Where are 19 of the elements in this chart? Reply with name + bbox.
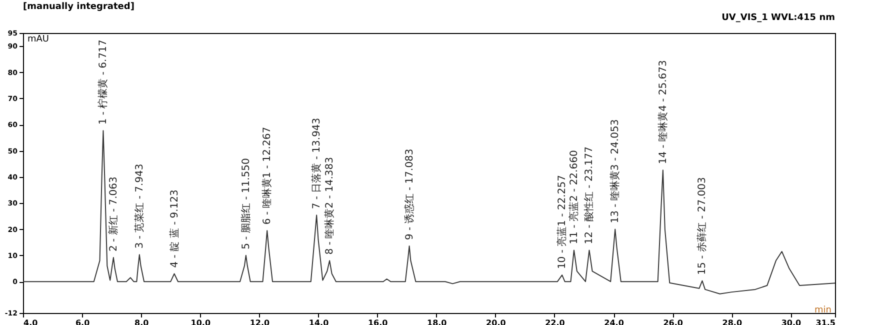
chart-title: [manually integrated]: [23, 2, 134, 12]
text: UV_VIS_1 WVL:415 nm: [722, 13, 835, 23]
annotation: 7 - 日落黄 - 13.943: [310, 118, 323, 210]
annotation: 13 - 喹啉黄3 - 24.053: [609, 119, 622, 224]
annotation: 12 - 酸性红 - 23.177: [583, 146, 596, 244]
annotation: 3 - 苋菜红 - 7.943: [133, 164, 146, 249]
annotation: 11 - 亮蓝2 - 22.660: [568, 150, 580, 244]
annotation: 14 - 喹啉黄4 - 25.673: [656, 60, 669, 164]
annotation: 10 - 亮蓝1 - 22.257: [556, 175, 568, 270]
annotation: 2 - 新红 - 7.063: [107, 176, 120, 252]
annotation: 9 - 诱惑红 - 17.083: [403, 148, 416, 240]
annotation: 5 - 胭脂红 - 11.550: [240, 158, 252, 250]
annotation: 1 - 柠檬黄 - 6.717: [97, 40, 110, 125]
annotation: 4 - 靛 蓝 - 9.123: [168, 190, 180, 268]
annotation: 6 - 喹啉黄1 - 12.267: [261, 126, 274, 225]
x-axis-title: min: [814, 306, 832, 316]
annotation: 8 - 喹啉黄2 - 14.383: [324, 157, 336, 255]
y-axis-title: mAU: [28, 34, 50, 44]
annotation: 15 - 赤藓红 - 27.003: [696, 177, 708, 275]
